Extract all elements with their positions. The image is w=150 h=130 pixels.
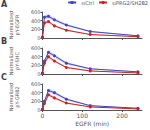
svg-text:600: 600 bbox=[31, 81, 41, 87]
svg-text:0: 0 bbox=[37, 35, 40, 41]
svg-text:siCtrl: siCtrl bbox=[81, 0, 94, 6]
svg-text:100: 100 bbox=[77, 112, 89, 119]
svg-text:pY-GRB2: pY-GRB2 bbox=[14, 86, 21, 108]
svg-text:200: 200 bbox=[116, 112, 128, 119]
svg-text:200: 200 bbox=[31, 98, 41, 104]
svg-text:Normalized: Normalized bbox=[8, 10, 14, 40]
svg-text:Normalized: Normalized bbox=[8, 82, 14, 112]
svg-text:B: B bbox=[1, 37, 7, 46]
svg-text:0: 0 bbox=[41, 112, 45, 119]
svg-text:EGFR (min): EGFR (min) bbox=[75, 120, 109, 127]
svg-text:siPRG2/SH2B2: siPRG2/SH2B2 bbox=[112, 0, 148, 6]
svg-text:600: 600 bbox=[31, 45, 41, 51]
svg-text:200: 200 bbox=[31, 26, 41, 32]
svg-text:0: 0 bbox=[37, 107, 41, 113]
svg-text:pY-SHC: pY-SHC bbox=[14, 52, 21, 70]
svg-text:400: 400 bbox=[31, 18, 41, 24]
svg-text:pY-EGFR: pY-EGFR bbox=[14, 14, 21, 35]
svg-text:600: 600 bbox=[31, 9, 41, 15]
svg-text:0: 0 bbox=[37, 71, 40, 77]
svg-text:200: 200 bbox=[31, 62, 41, 68]
svg-text:C: C bbox=[1, 73, 7, 82]
svg-text:A: A bbox=[1, 0, 8, 9]
svg-text:Normalized: Normalized bbox=[8, 46, 14, 76]
svg-text:400: 400 bbox=[31, 90, 41, 96]
svg-text:400: 400 bbox=[31, 54, 41, 60]
